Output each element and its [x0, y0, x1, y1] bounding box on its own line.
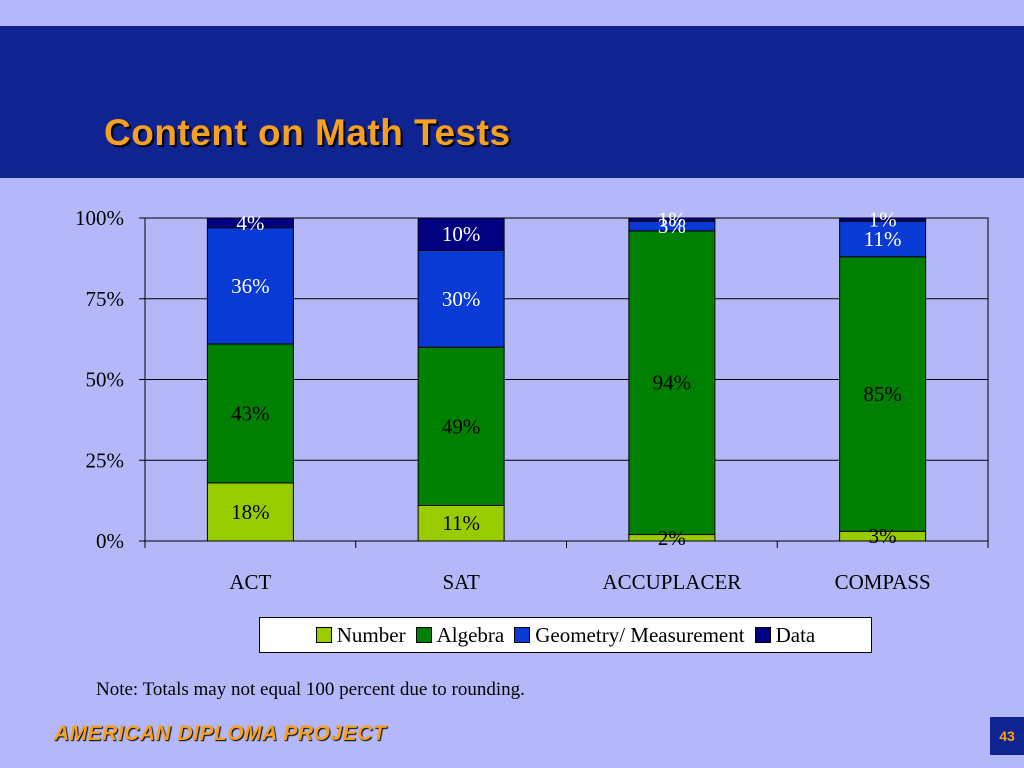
data-label: 18% [231, 500, 270, 524]
data-label: 10% [442, 222, 481, 246]
bar-segment [417, 504, 505, 542]
footnote: Note: Totals may not equal 100 percent d… [96, 679, 525, 700]
legend-swatch [754, 627, 771, 643]
data-labels: 18%43%36%4%11%49%30%10%2%94%3%1%3%85%11%… [231, 208, 902, 550]
y-tick-label: 100% [75, 206, 124, 230]
data-label: 3% [869, 524, 897, 548]
bar-segment [839, 217, 927, 222]
data-label: 1% [658, 208, 686, 232]
legend-label: Data [775, 622, 816, 647]
y-tick-label: 25% [86, 448, 125, 472]
data-label: 2% [658, 526, 686, 550]
x-category-label: SAT [442, 570, 480, 594]
data-label: 85% [863, 382, 902, 406]
legend-swatch [415, 627, 432, 643]
bar-segment [206, 343, 294, 484]
legend-item: Data [754, 622, 816, 648]
legend-label: Geometry/ Measurement [535, 622, 745, 647]
legend-label: Number [336, 622, 406, 647]
bar-segment [839, 220, 927, 258]
data-label: 4% [236, 211, 264, 235]
data-label: 94% [653, 371, 692, 395]
bar-segment [628, 217, 716, 222]
legend-swatch [315, 627, 332, 643]
legend-label: Algebra [436, 622, 505, 647]
axes: 0% 25% 50% 75% 100% ACT SAT ACCUPLACER COMPASS [75, 206, 989, 594]
data-label: 11% [864, 227, 902, 251]
bar-segment [417, 217, 505, 251]
page-number: 43 [990, 717, 1024, 755]
legend-item: Geometry/ Measurement [514, 622, 745, 648]
data-label: 36% [231, 274, 270, 298]
data-label: 49% [442, 414, 481, 438]
x-category-label: ACT [229, 570, 271, 594]
data-label: 1% [869, 208, 897, 232]
footer-brand: AMERICAN DIPLOMA PROJECT [54, 722, 387, 745]
slide-title: Content on Math Tests [104, 112, 511, 153]
bar-segment [206, 217, 294, 229]
legend: Number Algebra Geometry/ Measurement Data [259, 617, 872, 653]
bars [206, 217, 927, 542]
x-category-label: COMPASS [835, 570, 931, 594]
bar-segment [206, 227, 294, 345]
data-label: 11% [442, 511, 480, 535]
legend-item: Number [315, 622, 406, 648]
bar-segment [206, 482, 294, 542]
x-category-label: ACCUPLACER [602, 570, 741, 594]
bar-segment [628, 230, 716, 536]
bar-segment [417, 346, 505, 506]
title-band [0, 26, 1024, 178]
y-tick-label: 75% [86, 287, 125, 311]
data-label: 3% [658, 214, 686, 238]
y-tick-label: 0% [96, 529, 124, 553]
data-label: 30% [442, 287, 481, 311]
legend-swatch [514, 627, 531, 643]
y-tick-label: 50% [86, 368, 125, 392]
data-label: 43% [231, 401, 270, 425]
legend-item: Algebra [415, 622, 505, 648]
bar-segment [417, 249, 505, 348]
bar-segment [839, 256, 927, 532]
